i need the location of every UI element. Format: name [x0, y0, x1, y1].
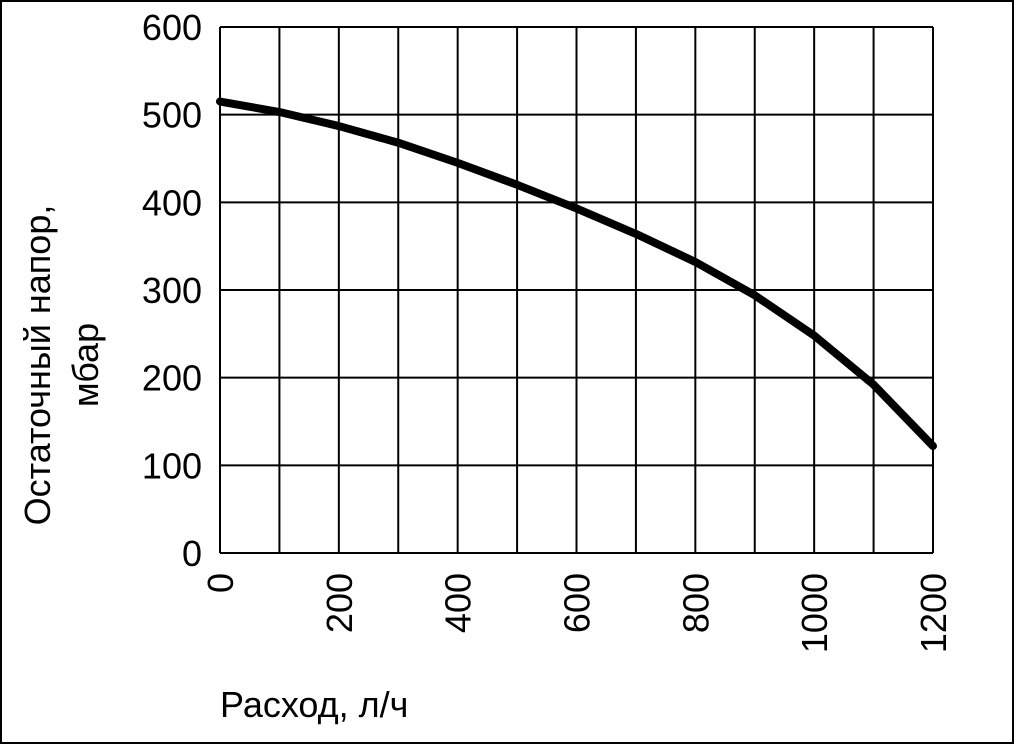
y-tick-label: 600: [142, 7, 202, 48]
y-tick-label: 500: [142, 95, 202, 136]
y-axis-label: Остаточный напор,: [17, 205, 58, 526]
y-tick-label: 100: [142, 445, 202, 486]
y-tick-label: 300: [142, 270, 202, 311]
x-tick-label: 1200: [913, 573, 954, 653]
x-tick-label: 800: [675, 573, 716, 633]
x-tick-label: 400: [438, 573, 479, 633]
x-tick-label: 0: [200, 573, 241, 593]
x-tick-label: 200: [319, 573, 360, 633]
x-tick-label: 600: [557, 573, 598, 633]
y-axis-label: мбар: [65, 323, 106, 407]
y-tick-label: 200: [142, 358, 202, 399]
x-axis-label: Расход, л/ч: [220, 684, 408, 725]
y-tick-label: 0: [182, 533, 202, 574]
y-tick-label: 400: [142, 182, 202, 223]
x-tick-label: 1000: [794, 573, 835, 653]
line-series: [216, 97, 937, 451]
